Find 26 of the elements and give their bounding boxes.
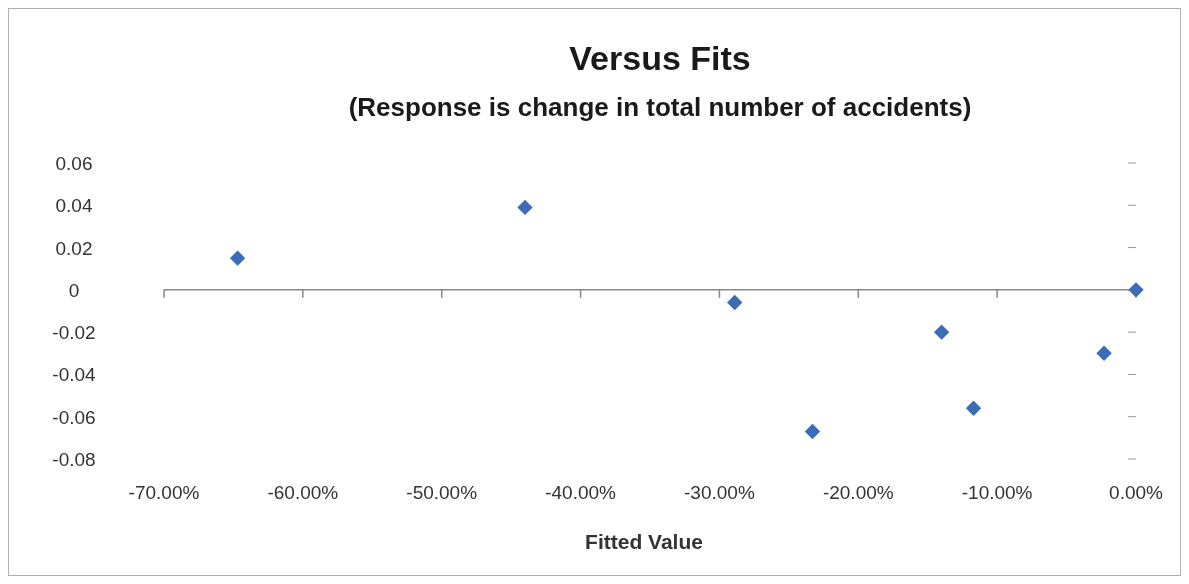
chart-subtitle: (Response is change in total number of accidents) — [348, 92, 972, 122]
y-tick-label: 0.04 — [55, 195, 93, 217]
x-tick-label: -30.00% — [684, 482, 755, 503]
point — [727, 294, 743, 311]
y-tick-label: 0.02 — [55, 237, 93, 259]
y-tick-label: -0.08 — [52, 449, 96, 470]
x-tick-label: -10.00% — [961, 482, 1033, 503]
x-tick-label: 0.00% — [1109, 482, 1164, 503]
y-tick-label: -0.04 — [52, 364, 97, 386]
point — [804, 423, 821, 440]
point — [933, 324, 950, 340]
point — [965, 400, 982, 416]
x-tick-label: -50.00% — [406, 482, 478, 503]
x-axis-title: Fitted Value — [585, 530, 703, 553]
y-tick-label: 0.06 — [55, 153, 93, 174]
point — [229, 250, 246, 266]
y-tick-label: 0 — [68, 279, 80, 301]
x-tick-label: -70.00% — [128, 482, 200, 503]
x-tick-label: -20.00% — [822, 482, 894, 503]
x-tick-label: -60.00% — [267, 482, 339, 503]
chart-title: Versus Fits — [569, 39, 751, 77]
point — [517, 199, 533, 216]
x-tick-label: -40.00% — [545, 482, 617, 503]
y-tick-label: -0.06 — [52, 406, 96, 428]
y-tick-label: -0.02 — [52, 322, 96, 344]
point — [1096, 345, 1112, 361]
